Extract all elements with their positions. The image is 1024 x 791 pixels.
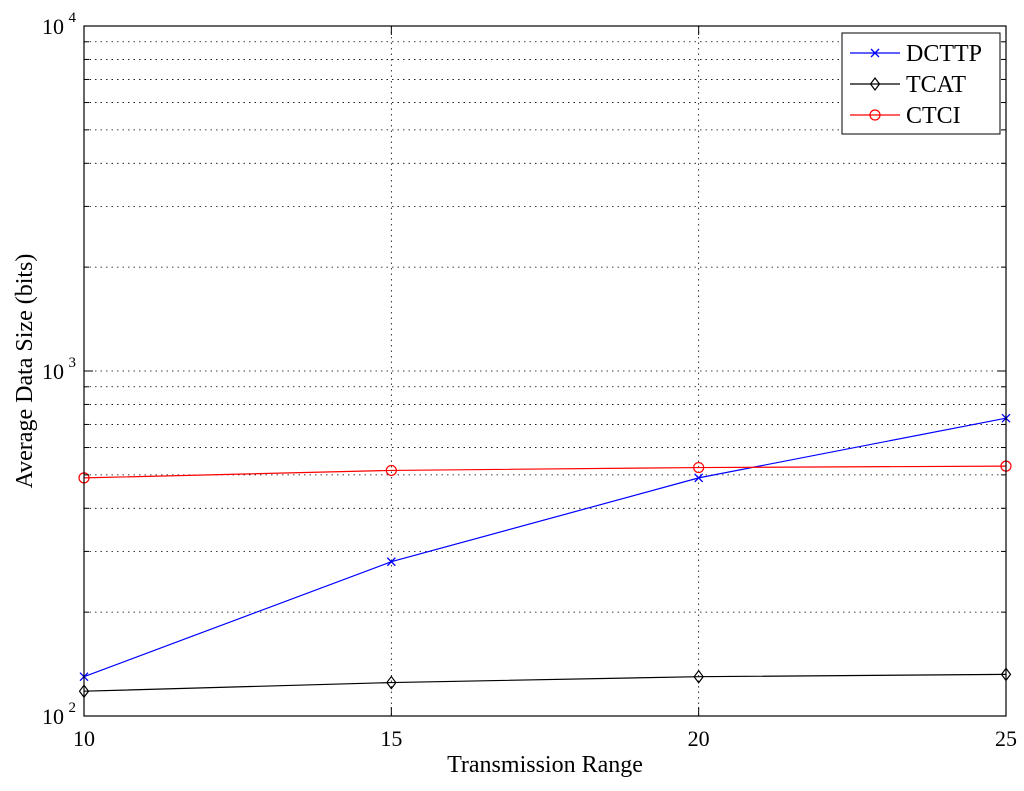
series-ctci [78,460,1012,484]
data-point-ctci [385,464,397,477]
legend: DCTTP TCAT CTCI [841,32,1001,135]
y-tick-label-base: 10 [42,359,64,384]
series-line-ctci [83,465,1007,479]
y-tick-label-exponent: 2 [69,700,77,716]
y-axis-label: Average Data Size (bits) [12,254,38,489]
legend-marker [869,109,881,121]
y-tick-label-exponent: 3 [69,355,77,371]
series-group [78,413,1012,699]
x-axis-label: Transmission Range [447,752,643,778]
y-tick-label-base: 10 [42,14,64,39]
series-dcttp [79,413,1011,682]
legend-marker [869,77,881,91]
data-point-tcat [693,669,704,684]
x-tick-label: 10 [73,726,95,751]
x-tick-label: 25 [995,726,1017,751]
legend-item-ctci: CTCI [850,103,961,129]
ticks: 10 15 20 25 10 2 10 3 10 4 [42,10,1017,751]
data-point-dcttp [694,473,704,483]
series-line-tcat [83,673,1007,692]
data-point-tcat [386,675,397,690]
legend-item-dcttp: DCTTP [850,41,982,67]
x-tick-label: 15 [380,726,402,751]
data-point-ctci [693,461,705,474]
x-tick-label: 20 [688,726,710,751]
series-line-dcttp [83,417,1007,678]
y-tick-label-exponent: 4 [69,10,77,26]
y-tick-label: 10 3 [42,355,76,384]
legend-label: CTCI [906,103,961,129]
y-tick-label: 10 4 [42,10,77,39]
y-tick-label-base: 10 [42,704,64,729]
legend-item-tcat: TCAT [850,72,966,98]
series-tcat [78,667,1012,699]
legend-label: TCAT [906,72,966,98]
legend-marker [870,48,880,58]
data-point-dcttp [386,557,396,567]
legend-label: DCTTP [906,41,982,67]
y-tick-label: 10 2 [42,700,76,729]
